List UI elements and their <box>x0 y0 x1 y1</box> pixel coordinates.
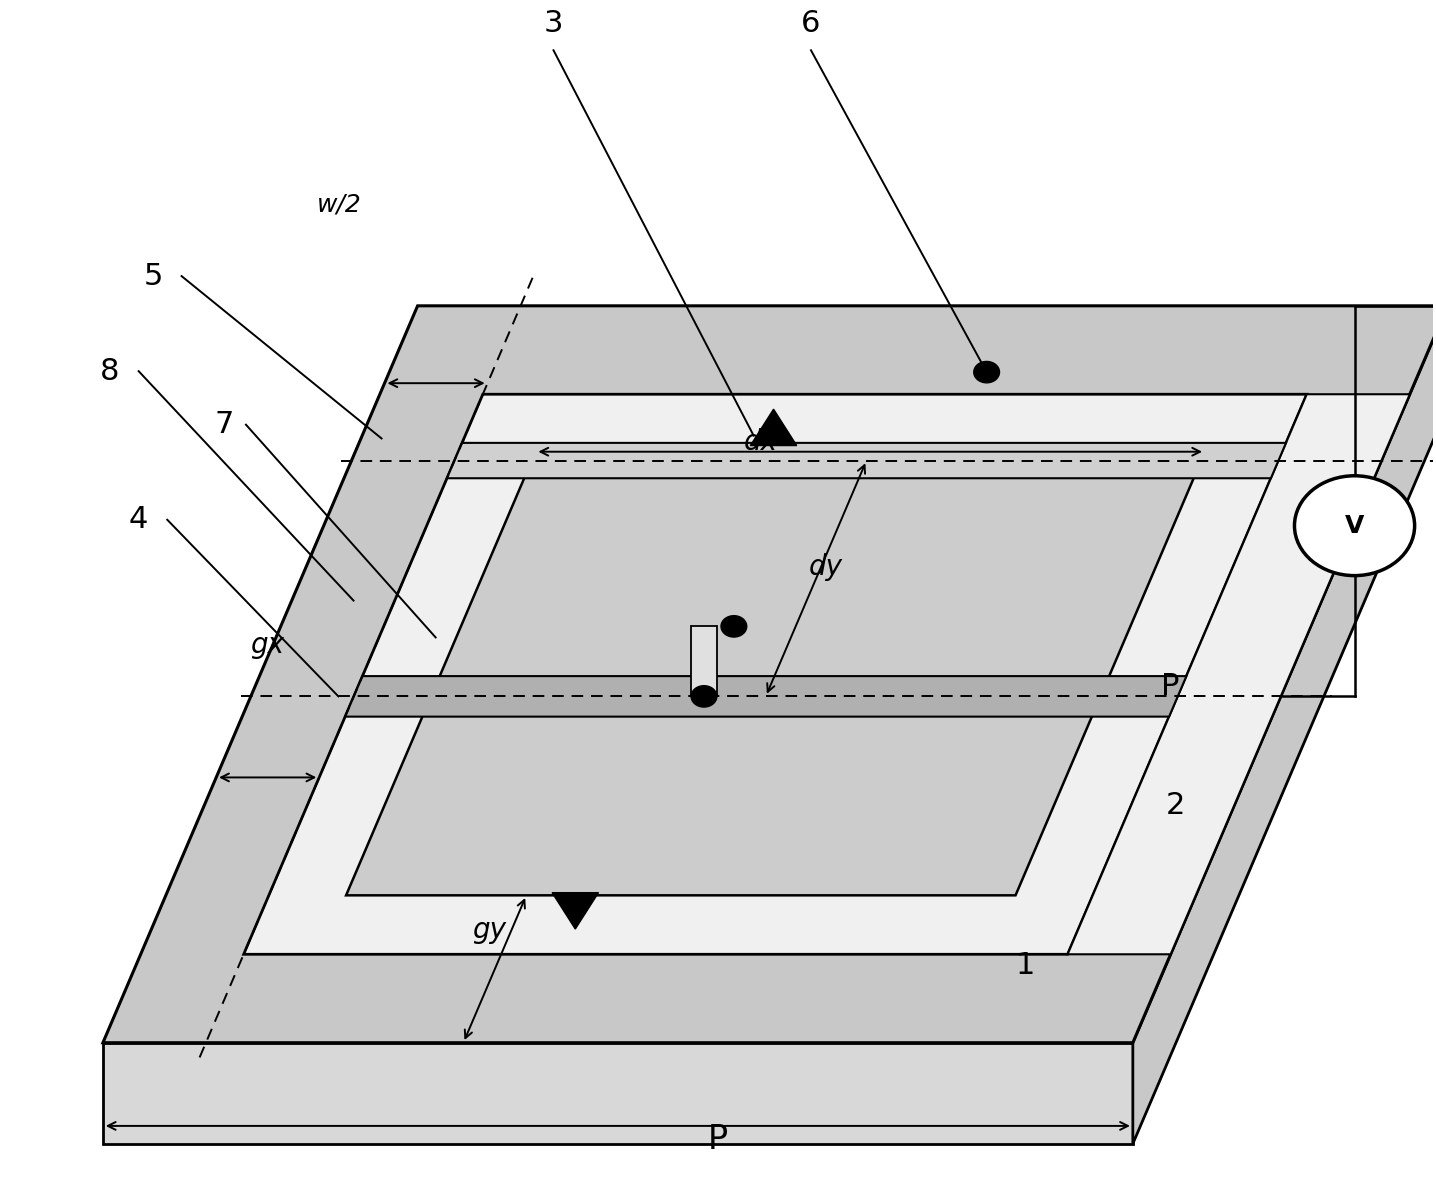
Text: P: P <box>708 1123 728 1156</box>
Text: 1: 1 <box>1015 950 1035 980</box>
Text: P: P <box>1162 672 1180 701</box>
Circle shape <box>721 616 747 637</box>
Text: 6: 6 <box>801 10 820 38</box>
Text: 5: 5 <box>144 262 162 290</box>
Text: 3: 3 <box>544 10 563 38</box>
Text: V: V <box>1346 514 1364 538</box>
Text: gy: gy <box>472 916 505 943</box>
Polygon shape <box>447 443 1287 479</box>
Circle shape <box>974 361 999 383</box>
Polygon shape <box>345 676 1186 716</box>
Polygon shape <box>1133 306 1436 1144</box>
Bar <box>691 626 717 696</box>
Text: w/2: w/2 <box>316 193 362 217</box>
Text: dy: dy <box>808 553 843 581</box>
Polygon shape <box>751 409 797 445</box>
Circle shape <box>1294 475 1414 576</box>
Text: 4: 4 <box>129 505 148 534</box>
Text: 2: 2 <box>1166 791 1186 820</box>
Polygon shape <box>1067 395 1410 954</box>
Text: dx: dx <box>744 428 778 456</box>
Text: 8: 8 <box>101 356 119 385</box>
Polygon shape <box>103 1043 1133 1144</box>
Polygon shape <box>551 893 599 929</box>
Polygon shape <box>346 454 1205 895</box>
Text: 7: 7 <box>215 410 234 439</box>
Polygon shape <box>244 395 1307 954</box>
Text: gx: gx <box>250 630 284 659</box>
Circle shape <box>691 685 717 707</box>
Polygon shape <box>103 306 1436 1043</box>
